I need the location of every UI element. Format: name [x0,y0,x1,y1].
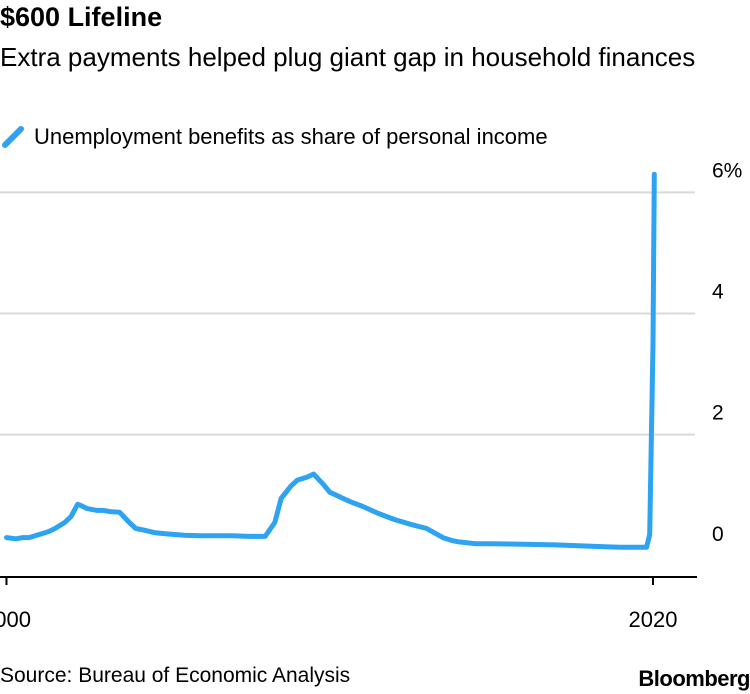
x-tick-label: 2000 [0,607,31,632]
legend-label: Unemployment benefits as share of person… [34,124,548,149]
line-chart: 0 2 4 6% 2000 2020 [0,159,742,632]
series-line [4,171,657,550]
y-tick-label: 2 [712,402,724,425]
y-tick-label: 4 [712,281,724,304]
legend-swatch [2,126,24,148]
y-tick-label: 0 [712,523,724,546]
x-tick-label: 2020 [629,607,678,632]
source-note: Source: Bureau of Economic Analysis [0,664,351,687]
y-tick-label: 6% [712,159,742,182]
chart-title: $600 Lifeline [0,2,163,32]
brand-logo: Bloomberg [638,666,750,691]
legend: Unemployment benefits as share of person… [0,124,548,150]
chart-subtitle: Extra payments helped plug giant gap in … [0,42,696,72]
